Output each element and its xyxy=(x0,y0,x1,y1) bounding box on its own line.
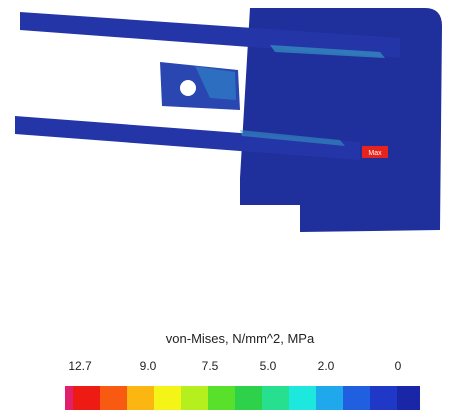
color-swatch xyxy=(235,386,262,410)
legend-tick-label: 12.7 xyxy=(68,359,92,373)
color-swatch xyxy=(73,386,100,410)
legend-tick-label: 2.0 xyxy=(318,359,335,373)
color-swatch xyxy=(316,386,343,410)
color-swatch xyxy=(397,386,420,410)
legend-tick-label: 9.0 xyxy=(140,359,157,373)
color-swatch xyxy=(127,386,154,410)
legend-tick-label: 0 xyxy=(395,359,402,373)
model: Max xyxy=(15,8,442,232)
color-swatch xyxy=(100,386,127,410)
legend-tick-label: 5.0 xyxy=(260,359,277,373)
color-swatch xyxy=(343,386,370,410)
color-swatch xyxy=(262,386,289,410)
legend: von-Mises, N/mm^2, MPa 12.7 9.0 7.5 5.0 … xyxy=(65,331,420,410)
fea-view: Max von-Mises, N/mm^2, MPa 12.7 9.0 7.5 … xyxy=(0,0,465,413)
hole xyxy=(180,80,196,96)
legend-title: von-Mises, N/mm^2, MPa xyxy=(166,331,315,346)
color-swatch xyxy=(65,386,73,410)
color-swatch xyxy=(181,386,208,410)
color-swatch xyxy=(208,386,235,410)
color-swatch xyxy=(289,386,316,410)
page: Max von-Mises, N/mm^2, MPa 12.7 9.0 7.5 … xyxy=(0,0,465,413)
legend-tick-label: 7.5 xyxy=(202,359,219,373)
color-swatch xyxy=(154,386,181,410)
color-swatch xyxy=(370,386,397,410)
max-label: Max xyxy=(368,150,382,157)
color-bar xyxy=(65,386,420,410)
